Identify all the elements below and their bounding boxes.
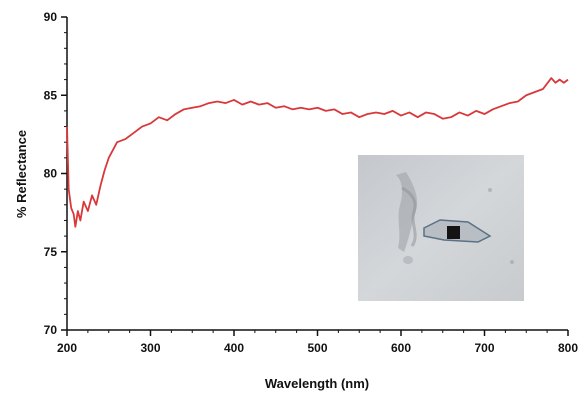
x-tick-label: 800 <box>558 341 578 355</box>
x-tick-label: 200 <box>57 341 77 355</box>
y-tick-label: 75 <box>44 245 58 259</box>
series-line <box>66 77 569 228</box>
x-tick-label: 500 <box>307 341 327 355</box>
y-tick-labels: 70 75 80 85 90 <box>44 10 58 337</box>
major-ticks <box>61 16 569 336</box>
y-tick-label: 80 <box>44 167 58 181</box>
x-tick-label: 400 <box>224 341 244 355</box>
inset-micrograph <box>358 155 524 301</box>
x-tick-label: 600 <box>391 341 411 355</box>
minor-ticks <box>64 32 548 333</box>
y-axis-title: % Reflectance <box>14 130 29 218</box>
x-tick-label: 700 <box>474 341 494 355</box>
x-tick-label: 300 <box>140 341 160 355</box>
x-axis-title: Wavelength (nm) <box>265 376 369 391</box>
y-tick-label: 85 <box>44 88 58 102</box>
y-tick-label: 90 <box>44 10 58 24</box>
series-layer <box>66 77 569 228</box>
y-tick-label: 70 <box>44 323 58 337</box>
x-tick-labels: 200 300 400 500 600 700 800 <box>57 341 578 355</box>
